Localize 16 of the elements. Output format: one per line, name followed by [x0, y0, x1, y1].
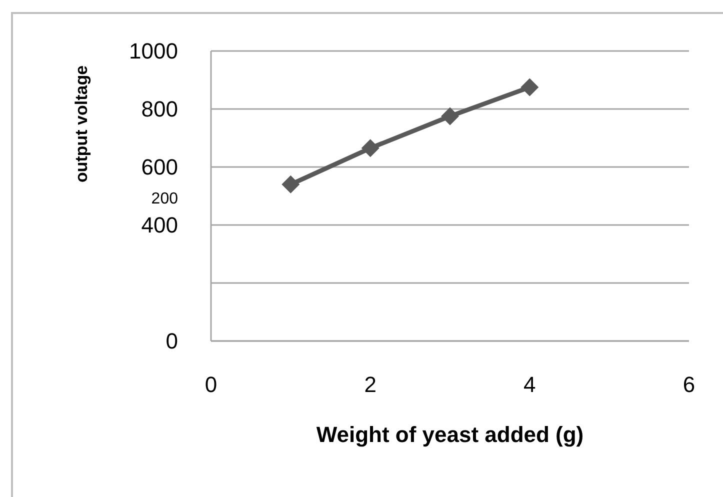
point	[441, 107, 459, 126]
y-tick-label: 400	[141, 212, 178, 238]
point	[361, 139, 380, 158]
y-tick-label: 1000	[129, 38, 178, 64]
text: 200	[151, 190, 178, 208]
point	[282, 175, 300, 194]
y-axis-title: output voltage	[72, 65, 91, 183]
x-axis-title: Weight of yeast added (g)	[316, 422, 584, 447]
point	[520, 78, 539, 96]
x-tick-label: 6	[682, 372, 696, 397]
x-tick-label: 0	[204, 372, 218, 397]
x-tick-label: 4	[524, 372, 536, 397]
y-tick-label: 0	[166, 328, 178, 354]
y-tick-label: 800	[141, 96, 178, 122]
x-tick-label: 2	[364, 372, 376, 397]
y-tick-label: 600	[141, 154, 178, 180]
